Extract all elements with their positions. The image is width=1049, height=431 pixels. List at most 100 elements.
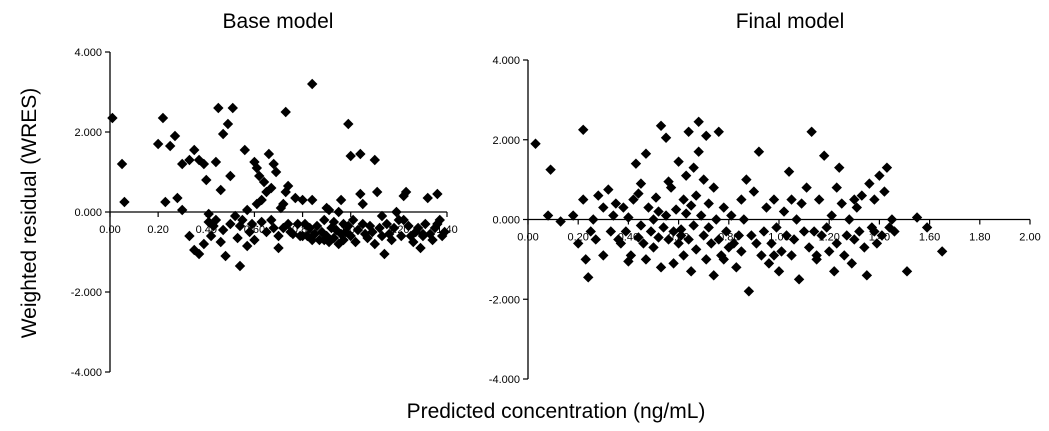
data-point bbox=[633, 188, 644, 199]
data-point bbox=[693, 116, 704, 128]
data-point bbox=[408, 236, 419, 248]
data-point bbox=[655, 262, 667, 273]
data-point bbox=[826, 210, 837, 221]
data-point bbox=[688, 162, 699, 173]
data-point bbox=[160, 196, 171, 208]
data-point bbox=[184, 230, 195, 242]
data-point bbox=[701, 254, 712, 265]
data-point bbox=[215, 236, 226, 248]
data-point bbox=[836, 198, 847, 209]
data-point bbox=[256, 216, 267, 228]
data-point bbox=[417, 228, 429, 240]
x-tick-label: 0.00 bbox=[517, 232, 538, 244]
data-point bbox=[381, 218, 393, 230]
data-point bbox=[309, 228, 320, 240]
data-point bbox=[821, 222, 832, 233]
data-point bbox=[796, 198, 807, 209]
data-point bbox=[706, 238, 717, 249]
data-point bbox=[921, 222, 933, 233]
data-point bbox=[213, 102, 224, 114]
data-point bbox=[851, 202, 863, 213]
data-point bbox=[400, 186, 412, 198]
data-point bbox=[258, 176, 270, 188]
data-point bbox=[588, 214, 599, 225]
data-point bbox=[225, 170, 236, 182]
data-point bbox=[698, 174, 709, 185]
panel-title: Base model bbox=[223, 10, 334, 33]
y-tick-label: -4.000 bbox=[71, 367, 102, 379]
data-point bbox=[307, 78, 318, 90]
data-point bbox=[751, 238, 762, 249]
data-point bbox=[369, 238, 380, 250]
data-point bbox=[813, 194, 825, 205]
data-point bbox=[217, 128, 229, 140]
x-tick-label: 1.40 bbox=[869, 232, 890, 244]
data-point bbox=[936, 246, 948, 257]
data-point bbox=[338, 234, 349, 246]
data-point bbox=[311, 220, 323, 232]
data-point bbox=[756, 250, 767, 261]
data-point bbox=[237, 214, 248, 226]
data-point bbox=[189, 244, 200, 256]
data-point bbox=[761, 202, 772, 213]
data-point bbox=[323, 204, 335, 216]
data-point bbox=[658, 222, 669, 233]
x-tick-label: 0.60 bbox=[244, 224, 265, 236]
data-point bbox=[864, 178, 875, 189]
data-point bbox=[427, 234, 438, 246]
data-point bbox=[886, 214, 898, 225]
data-point bbox=[766, 238, 777, 249]
data-point bbox=[685, 266, 697, 277]
data-point bbox=[711, 214, 722, 225]
data-point bbox=[422, 192, 433, 204]
data-point bbox=[803, 242, 815, 253]
data-point bbox=[768, 250, 780, 261]
x-tick-label: 0.20 bbox=[567, 232, 588, 244]
data-point bbox=[357, 218, 368, 230]
data-point bbox=[801, 182, 812, 193]
x-tick-label: 0.00 bbox=[99, 224, 120, 236]
data-point bbox=[721, 226, 732, 237]
data-point bbox=[242, 204, 253, 216]
data-point bbox=[376, 230, 388, 242]
data-point bbox=[328, 216, 340, 228]
data-point bbox=[839, 250, 850, 261]
data-point bbox=[578, 194, 589, 205]
data-point bbox=[268, 222, 279, 234]
data-point bbox=[615, 238, 627, 249]
data-point bbox=[164, 140, 176, 152]
data-point bbox=[680, 208, 692, 219]
data-point bbox=[869, 194, 880, 205]
data-point bbox=[232, 232, 243, 244]
data-point bbox=[273, 242, 284, 254]
data-point bbox=[741, 174, 752, 185]
data-point bbox=[234, 220, 246, 232]
y-tick-label: 4.000 bbox=[74, 47, 102, 59]
x-axis-title: Predicted concentration (ng/mL) bbox=[407, 400, 706, 423]
data-point bbox=[786, 250, 797, 261]
data-point bbox=[628, 194, 639, 205]
data-point bbox=[345, 150, 356, 162]
data-point bbox=[605, 226, 617, 237]
data-point bbox=[675, 230, 687, 241]
x-tick-label: 1.60 bbox=[919, 232, 940, 244]
data-point bbox=[665, 182, 677, 193]
data-point bbox=[688, 220, 699, 231]
y-tick-label: -2.000 bbox=[71, 287, 102, 299]
data-point bbox=[889, 226, 900, 237]
data-point bbox=[415, 242, 426, 254]
data-point bbox=[698, 230, 709, 241]
data-point bbox=[690, 244, 702, 255]
data-point bbox=[603, 184, 614, 195]
data-point bbox=[307, 194, 318, 206]
data-point bbox=[650, 192, 662, 203]
data-point bbox=[229, 210, 241, 222]
data-point bbox=[808, 226, 820, 237]
data-point bbox=[829, 266, 840, 277]
data-point bbox=[738, 214, 750, 225]
data-point bbox=[403, 220, 414, 232]
data-point bbox=[201, 174, 212, 186]
data-point bbox=[660, 210, 672, 221]
data-point bbox=[297, 230, 308, 242]
data-point bbox=[345, 230, 356, 242]
